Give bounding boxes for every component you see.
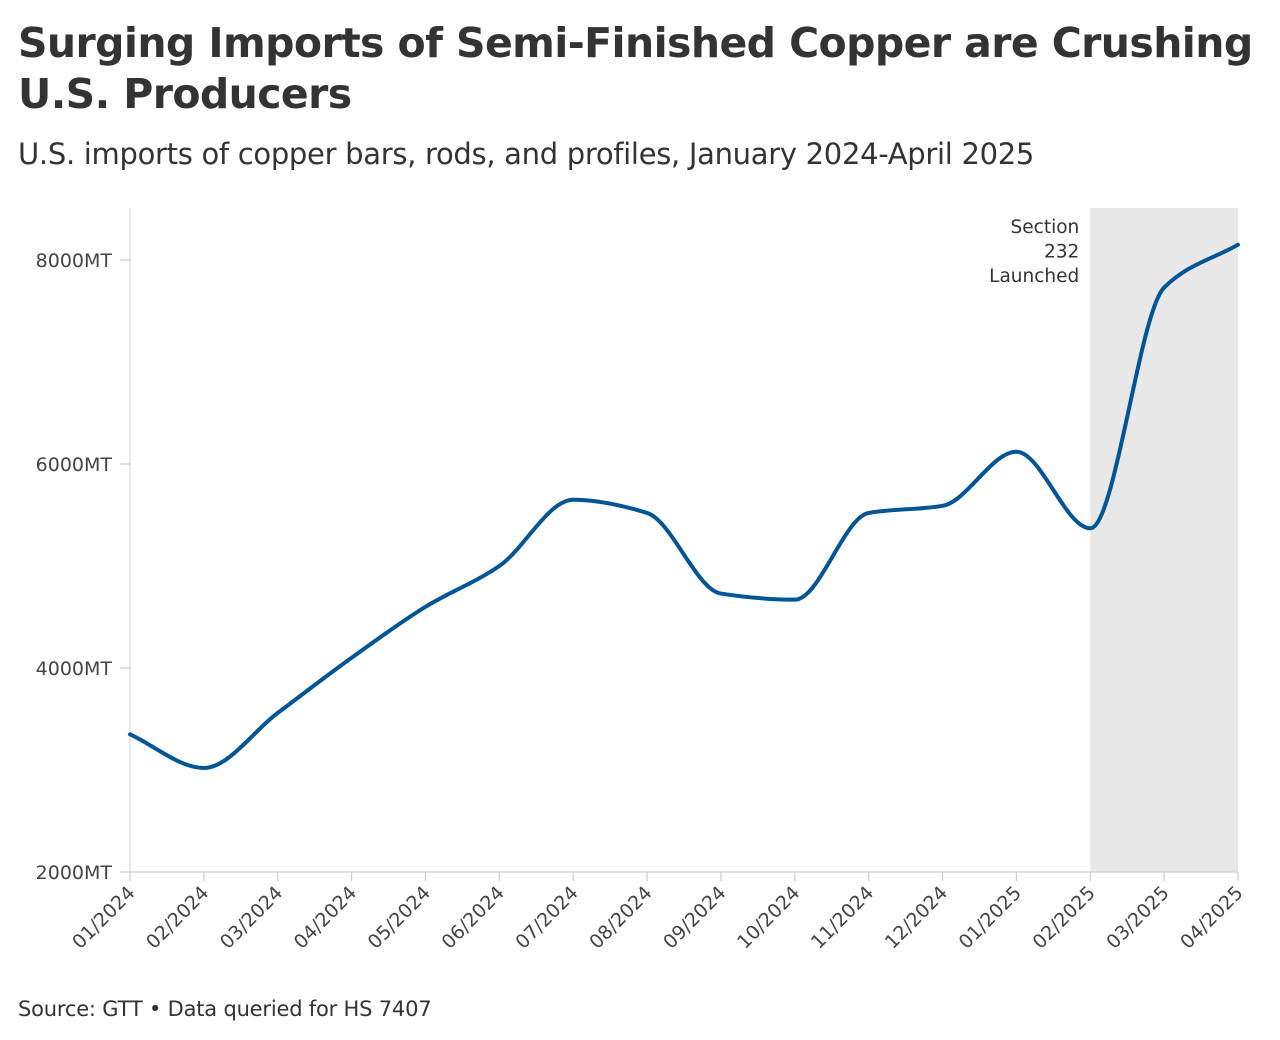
shaded-region-label: Launched xyxy=(989,266,1079,287)
series-line xyxy=(128,242,1240,770)
x-tick-label: 11/2024 xyxy=(807,882,878,953)
x-tick-label: 04/2025 xyxy=(1176,882,1247,953)
shaded-region-label: 232 xyxy=(1044,242,1079,263)
x-tick-label: 02/2025 xyxy=(1028,882,1099,953)
source-note: Source: GTT • Data queried for HS 7407 xyxy=(18,997,432,1021)
x-tick-label: 12/2024 xyxy=(881,882,952,953)
x-tick-label: 02/2024 xyxy=(142,882,213,953)
labels-layer: Section 232 Launched 2000MT 4000MT 6000MT 8000… xyxy=(36,217,1248,953)
x-tick-label: 10/2024 xyxy=(733,882,804,953)
x-tick-label: 03/2025 xyxy=(1102,882,1173,953)
shaded-region xyxy=(1090,208,1238,872)
line-chart: Section 232 Launched 2000MT 4000MT 6000MT 8000… xyxy=(36,208,1248,953)
x-tick-label: 06/2024 xyxy=(437,882,508,953)
chart-subtitle: U.S. imports of copper bars, rods, and p… xyxy=(18,137,1035,171)
shaded-region-label: Section xyxy=(1011,217,1080,238)
axes-layer xyxy=(120,208,1239,881)
y-tick-label: 2000MT xyxy=(36,862,113,884)
y-tick-label: 8000MT xyxy=(36,250,113,272)
y-tick-label: 4000MT xyxy=(36,658,113,680)
chart-title: Surging Imports of Semi-Finished Copper … xyxy=(18,19,1253,118)
series-layer xyxy=(128,242,1240,770)
y-tick-label: 6000MT xyxy=(36,454,113,476)
shaded-region-layer xyxy=(1090,208,1238,872)
x-tick-label: 09/2024 xyxy=(659,882,730,953)
x-tick-label: 07/2024 xyxy=(511,882,582,953)
x-tick-label: 08/2024 xyxy=(585,882,656,953)
x-tick-label: 03/2024 xyxy=(216,882,287,953)
x-tick-label: 01/2025 xyxy=(955,882,1026,953)
x-tick-label: 01/2024 xyxy=(68,882,139,953)
x-tick-label: 05/2024 xyxy=(364,882,435,953)
x-tick-label: 04/2024 xyxy=(290,882,361,953)
